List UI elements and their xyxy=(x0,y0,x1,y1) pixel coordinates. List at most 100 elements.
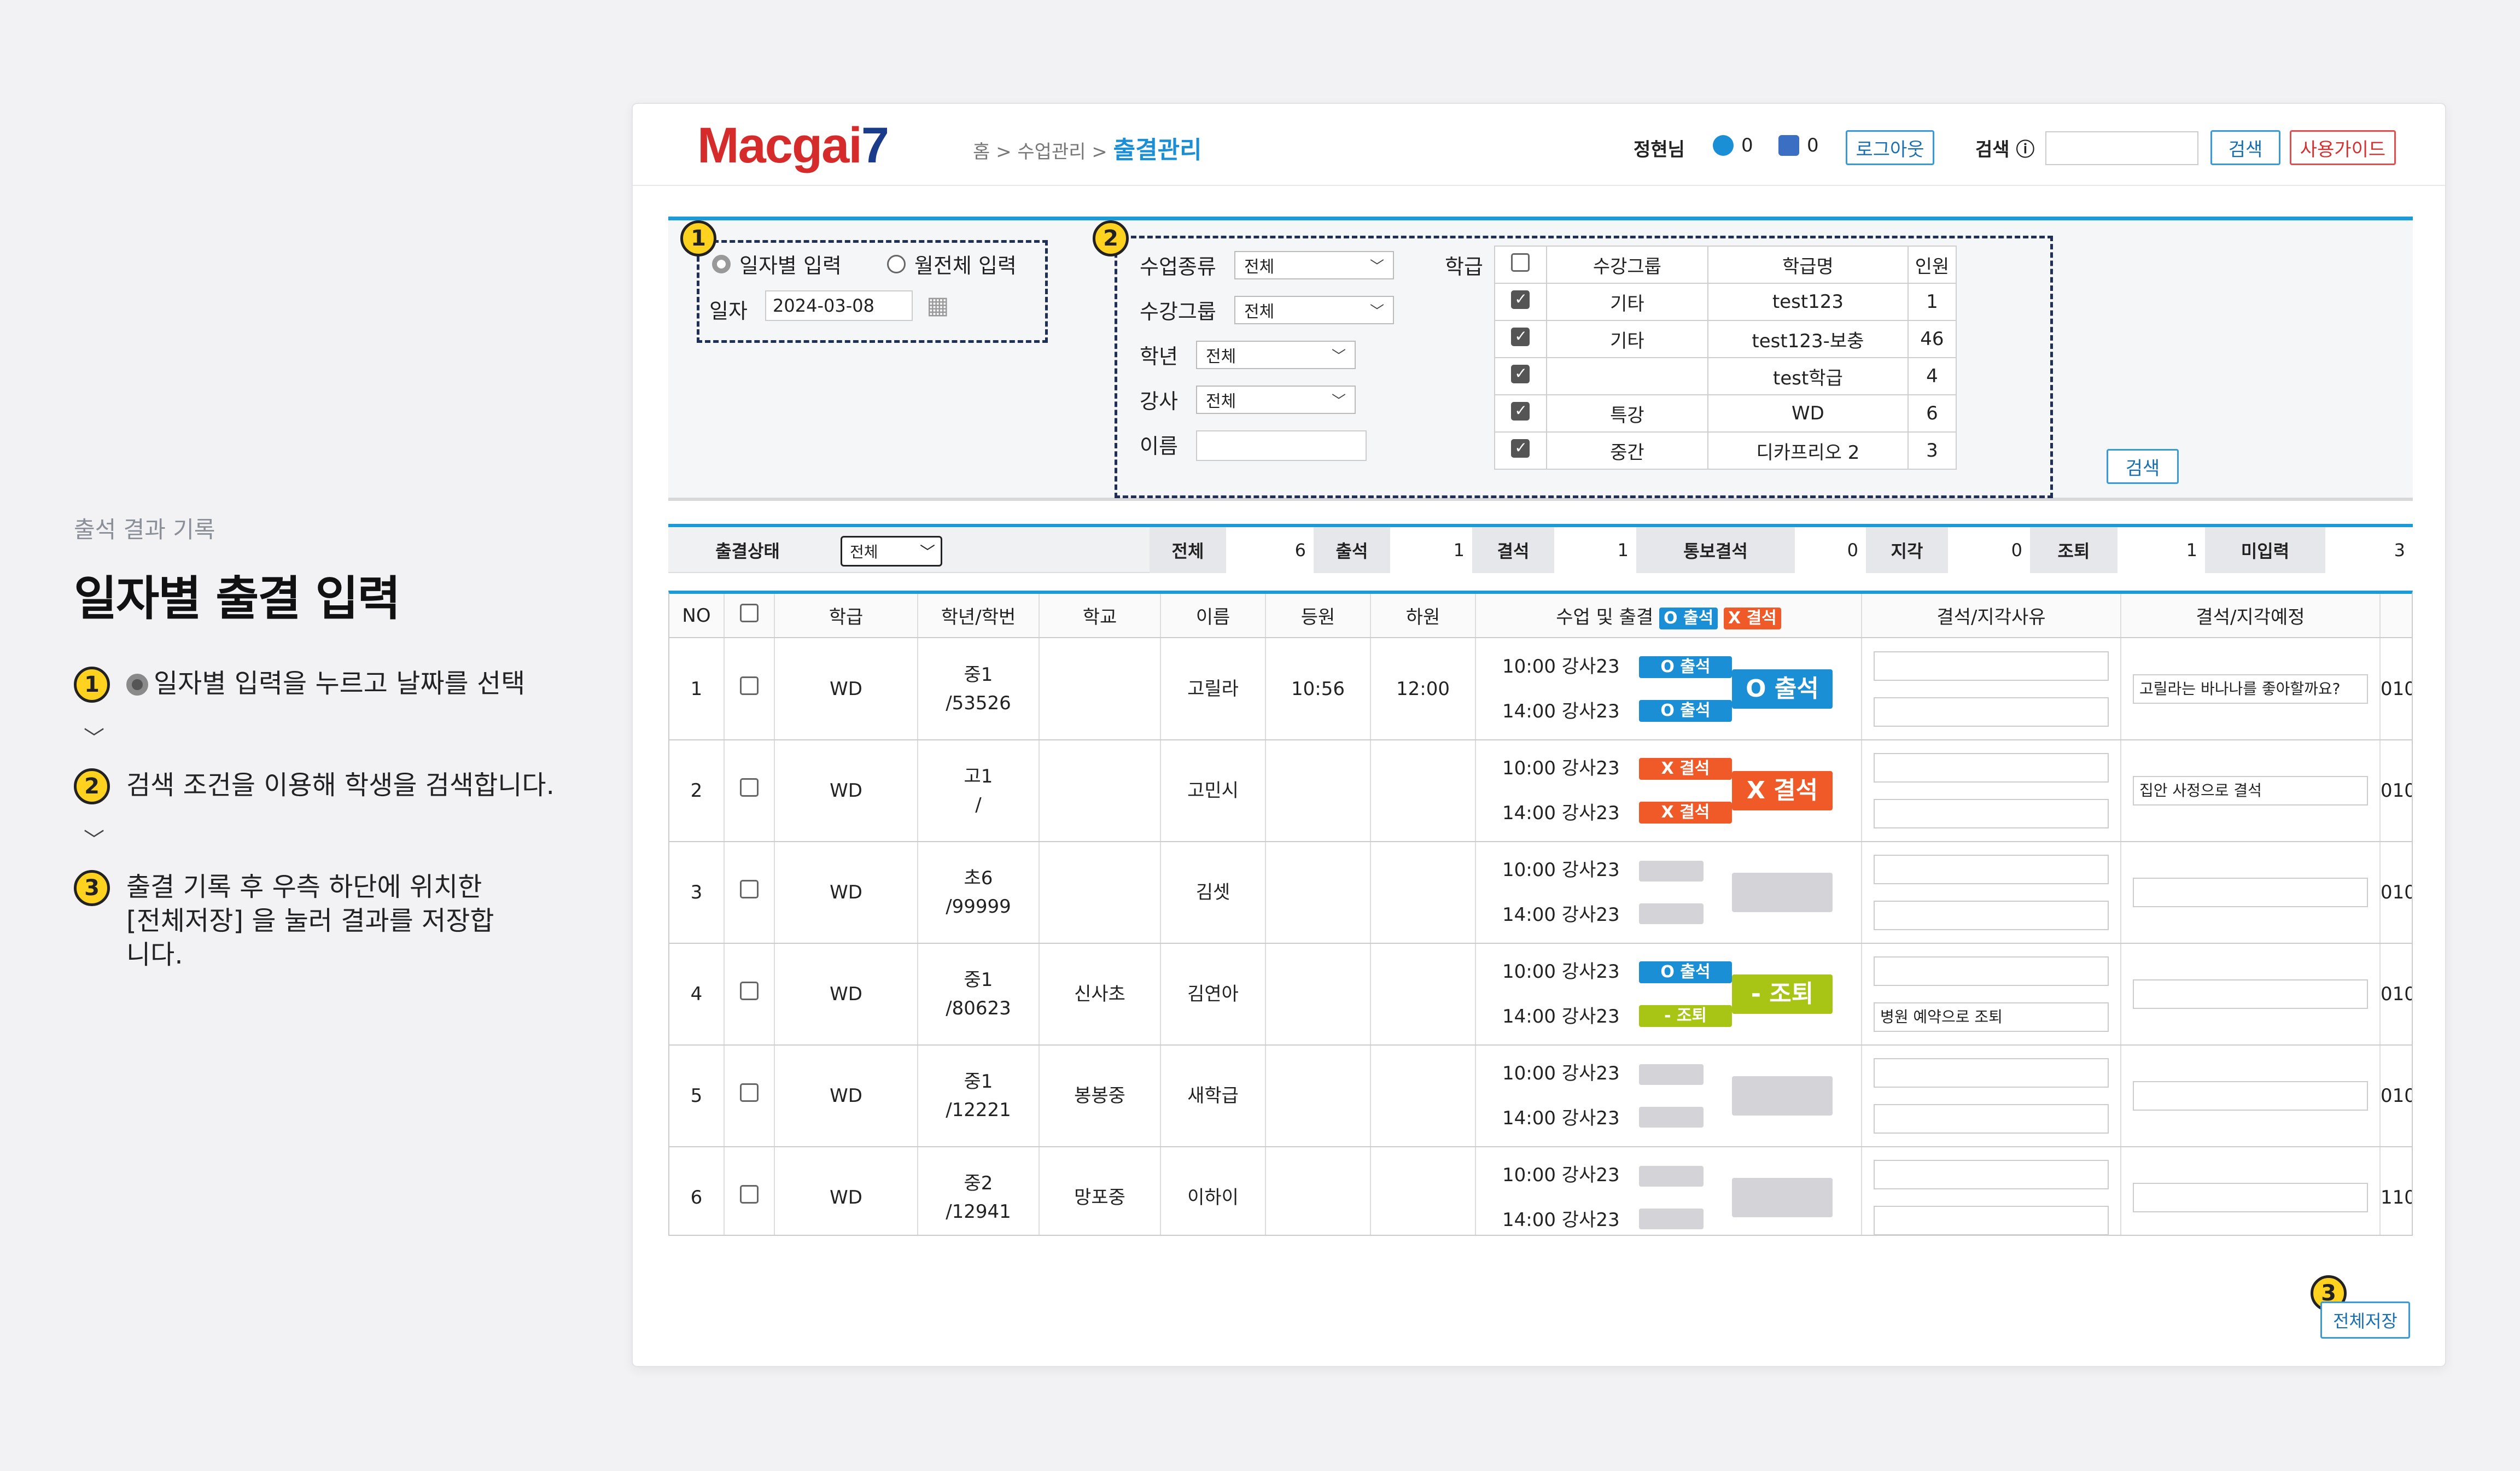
date-section xyxy=(697,240,1048,343)
ribbon-icon xyxy=(1778,135,1799,156)
grade-select[interactable]: 전체 ﹀ xyxy=(1196,341,1356,369)
chevron-down-icon: ﹀ xyxy=(84,726,105,750)
status-toggle-button[interactable] xyxy=(1732,873,1833,912)
status-toggle-button[interactable]: O 출석 xyxy=(1732,669,1833,709)
logout-button[interactable]: 로그아웃 xyxy=(1846,130,1934,165)
session-status-tag[interactable]: O 출석 xyxy=(1639,961,1732,983)
session-status-tag[interactable]: X 결석 xyxy=(1639,758,1732,780)
row-checkbox[interactable] xyxy=(740,1185,759,1204)
row-checkbox[interactable] xyxy=(740,676,759,695)
user-name: 정현님 xyxy=(1634,139,1685,161)
group-select[interactable]: 전체 ﹀ xyxy=(1234,296,1394,324)
guide-panel: 출석 결과 기록 일자별 출결 입력 1 일자별 입력을 누르고 날짜를 선택 … xyxy=(74,511,566,972)
row-checkbox[interactable] xyxy=(740,778,759,797)
reason-input[interactable] xyxy=(1874,1058,2109,1088)
table-row: 4 WD 중1/80623 신사초 김연아 10:00 강사23 14:00 강사23 O 출… xyxy=(669,943,2412,1046)
row-checkbox[interactable] xyxy=(1511,439,1530,458)
reason-input[interactable] xyxy=(1874,1206,2109,1235)
status-select[interactable]: 전체 ﹀ xyxy=(841,536,942,567)
status-toggle-button[interactable]: X 결석 xyxy=(1732,771,1833,810)
session-status-tag[interactable]: O 출석 xyxy=(1639,656,1732,678)
chevron-down-icon: ﹀ xyxy=(1331,393,1346,410)
coin-stat: 0 xyxy=(1713,135,1753,156)
row-checkbox[interactable] xyxy=(1511,401,1530,421)
teacher-label: 강사 xyxy=(1140,389,1178,413)
row-checkbox[interactable] xyxy=(740,880,759,898)
row-checkbox[interactable] xyxy=(1511,327,1530,346)
guide-step-2: 2 검색 조건을 이용해 학생을 검색합니다. xyxy=(74,768,566,804)
guide-step-1: 1 일자별 입력을 누르고 날짜를 선택 xyxy=(74,667,566,703)
radio-icon xyxy=(126,674,148,696)
plan-input[interactable] xyxy=(2133,1081,2368,1111)
row-checkbox[interactable] xyxy=(1511,364,1530,383)
search-label: 검색 ⓘ xyxy=(1975,139,2035,161)
plan-input[interactable] xyxy=(2133,1183,2368,1212)
search-button[interactable]: 검색 xyxy=(2210,130,2280,165)
school-label: 학급 xyxy=(1445,255,1483,279)
select-all-checkbox[interactable] xyxy=(740,604,759,622)
session-status-tag[interactable] xyxy=(1639,1107,1704,1128)
reason-input[interactable] xyxy=(1874,956,2109,986)
reason-input[interactable] xyxy=(1874,799,2109,828)
row-checkbox[interactable] xyxy=(740,982,759,1000)
session-status-tag[interactable] xyxy=(1639,903,1704,924)
calendar-icon[interactable]: ▦ xyxy=(926,291,949,319)
date-label: 일자 xyxy=(709,299,748,323)
reason-input[interactable] xyxy=(1874,901,2109,930)
guide-step-3: 3 출결 기록 후 우측 하단에 위치한 [전체저장] 을 눌러 결과를 저장합… xyxy=(74,870,566,972)
save-all-button[interactable]: 전체저장 xyxy=(2320,1301,2410,1339)
session-status-tag[interactable] xyxy=(1639,1209,1704,1229)
name-input[interactable] xyxy=(1196,430,1367,461)
search-input[interactable] xyxy=(2045,131,2198,165)
date-input[interactable]: 2024-03-08 xyxy=(765,290,913,321)
chevron-down-icon: ﹀ xyxy=(1369,303,1384,320)
badge-stat: 0 xyxy=(1778,135,1819,156)
radio-monthly[interactable]: 월전체 입력 xyxy=(887,249,1017,279)
filter-panel: 1 일자별 입력 월전체 입력 일자 2024-03-08 ▦ 2 수업종류 전… xyxy=(668,217,2413,501)
reason-input[interactable] xyxy=(1874,1160,2109,1189)
session-status-tag[interactable]: O 출석 xyxy=(1639,699,1732,722)
reason-input[interactable] xyxy=(1874,697,2109,727)
session-status-tag[interactable] xyxy=(1639,1166,1704,1187)
bulk-attend-tag[interactable]: O 출석 xyxy=(1659,607,1718,629)
row-checkbox[interactable] xyxy=(1511,290,1530,309)
filter-search-button[interactable]: 검색 xyxy=(2107,449,2179,484)
row-checkbox[interactable] xyxy=(740,1083,759,1102)
reason-input[interactable] xyxy=(1874,651,2109,681)
teacher-select[interactable]: 전체 ﹀ xyxy=(1196,386,1356,414)
session-status-tag[interactable]: - 조퇴 xyxy=(1639,1005,1732,1027)
step-badge-1: 1 xyxy=(680,220,716,256)
plan-input[interactable] xyxy=(2133,979,2368,1009)
plan-input[interactable]: 집안 사정으로 결석 xyxy=(2133,776,2368,805)
select-all-checkbox[interactable] xyxy=(1511,253,1530,272)
radio-daily[interactable]: 일자별 입력 xyxy=(712,249,842,279)
reason-input[interactable] xyxy=(1874,1104,2109,1134)
chevron-down-icon: ﹀ xyxy=(919,543,935,561)
reason-input[interactable]: 병원 예약으로 조퇴 xyxy=(1874,1002,2109,1032)
plan-input[interactable]: 고릴라는 바나나를 좋아할까요? xyxy=(2133,674,2368,704)
chevron-down-icon: ﹀ xyxy=(1369,258,1384,275)
status-toggle-button[interactable] xyxy=(1732,1076,1833,1116)
class-type-label: 수업종류 xyxy=(1140,255,1216,279)
plan-input[interactable] xyxy=(2133,878,2368,907)
step-badge: 3 xyxy=(74,870,110,906)
logo[interactable]: Macgai7 xyxy=(697,118,889,173)
table-row: 1 WD 중1/53526 고릴라 10:56 12:00 10:00 강사23 14:00 … xyxy=(669,638,2412,740)
user-guide-button[interactable]: 사용가이드 xyxy=(2290,130,2396,165)
session-status-tag[interactable] xyxy=(1639,861,1704,882)
reason-input[interactable] xyxy=(1874,753,2109,783)
top-bar: Macgai7 홈 > 수업관리 > 출결관리 정현님 0 0 로그아웃 검색 … xyxy=(633,104,2445,186)
status-toggle-button[interactable]: - 조퇴 xyxy=(1732,974,1833,1014)
session-status-tag[interactable]: X 결석 xyxy=(1639,802,1732,824)
reason-input[interactable] xyxy=(1874,855,2109,884)
status-bar: 출결상태 전체 ﹀ 전체 6 출석 1 결석 1 통보결석 0 지각 0 조퇴 1… xyxy=(668,524,2413,573)
session-status-tag[interactable] xyxy=(1639,1064,1704,1085)
bulk-absent-tag[interactable]: X 결석 xyxy=(1724,607,1781,629)
name-label: 이름 xyxy=(1140,434,1178,458)
class-type-select[interactable]: 전체 ﹀ xyxy=(1234,251,1394,279)
status-toggle-button[interactable] xyxy=(1732,1178,1833,1217)
